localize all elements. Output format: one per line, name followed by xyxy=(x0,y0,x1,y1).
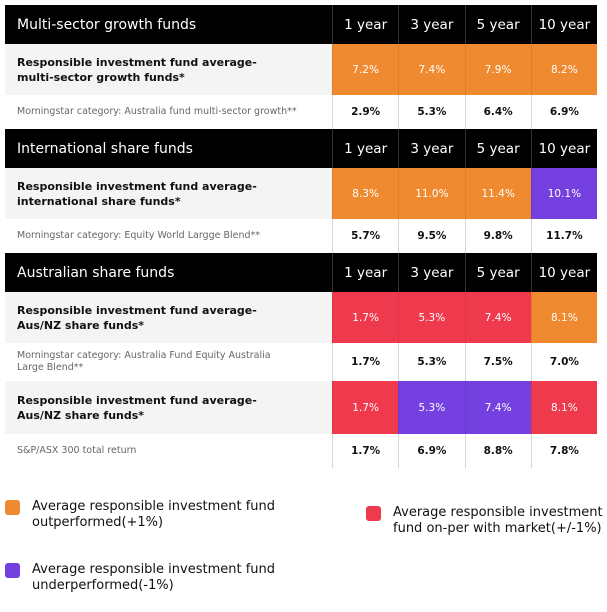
column-header-10-year: 10 year xyxy=(530,253,597,292)
value-cell: 8.3% xyxy=(332,168,399,219)
value-cell: 7.4% xyxy=(464,381,531,434)
legend-item-underperformed: Average responsible investment fund under… xyxy=(5,562,275,594)
column-header-3-year: 3 year xyxy=(398,253,464,292)
value-cell: 8.1% xyxy=(530,381,597,434)
value-cell: 5.3% xyxy=(398,292,465,343)
column-header-3-year: 3 year xyxy=(398,5,464,44)
value-cell: 1.7% xyxy=(332,343,398,381)
value-cell: 11.0% xyxy=(398,168,465,219)
table-row: S&P/ASX 300 total return 1.7% 6.9% 8.8% … xyxy=(5,434,597,468)
value-cell: 7.4% xyxy=(464,292,531,343)
section-header-australian: Australian share funds 1 year 3 year 5 y… xyxy=(5,253,597,292)
value-cell: 7.2% xyxy=(332,44,399,95)
column-header-1-year: 1 year xyxy=(332,253,398,292)
section-header-international: International share funds 1 year 3 year … xyxy=(5,129,597,168)
section-header-multi-sector: Multi-sector growth funds 1 year 3 year … xyxy=(5,5,597,44)
returns-table: Multi-sector growth funds 1 year 3 year … xyxy=(5,5,597,468)
value-cell: 6.9% xyxy=(398,434,464,468)
value-cell: 8.2% xyxy=(530,44,597,95)
value-cell: 9.8% xyxy=(464,219,531,253)
column-header-10-year: 10 year xyxy=(530,5,597,44)
table-row: Responsible investment fund average-mult… xyxy=(5,44,597,95)
section-title: Australian share funds xyxy=(17,264,175,281)
column-header-5-year: 5 year xyxy=(464,5,531,44)
legend-item-on-par: Average responsible investment fund on-pe… xyxy=(366,505,603,537)
red-swatch-icon xyxy=(366,506,381,521)
legend-item-outperformed: Average responsible investment fund outpe… xyxy=(5,499,275,531)
column-header-1-year: 1 year xyxy=(332,5,398,44)
value-cell: 7.5% xyxy=(464,343,531,381)
section-title: Multi-sector growth funds xyxy=(17,16,197,33)
row-label: Responsible investment fund average- Aus/… xyxy=(17,393,257,422)
column-header-5-year: 5 year xyxy=(464,253,531,292)
row-label: Morningstar category: Australia fund mul… xyxy=(17,106,297,117)
value-cell: 8.1% xyxy=(530,292,597,343)
table-row: Morningstar category: Australia fund mul… xyxy=(5,95,597,129)
value-cell: 5.3% xyxy=(398,381,465,434)
value-cell: 6.9% xyxy=(530,95,597,129)
row-label: S&P/ASX 300 total return xyxy=(17,445,137,456)
column-header-5-year: 5 year xyxy=(464,129,531,168)
purple-swatch-icon xyxy=(5,563,20,578)
row-label: Responsible investment fund average- Aus/… xyxy=(17,303,257,332)
table-row: Responsible investment fund average-inte… xyxy=(5,168,597,219)
value-cell: 5.3% xyxy=(398,95,464,129)
table-row: Morningstar category: Australia Fund Equ… xyxy=(5,343,597,381)
section-title: International share funds xyxy=(17,140,193,157)
value-cell: 8.8% xyxy=(464,434,531,468)
value-cell: 11.4% xyxy=(464,168,531,219)
value-cell: 9.5% xyxy=(398,219,464,253)
column-header-3-year: 3 year xyxy=(398,129,464,168)
row-label: Responsible investment fund average-inte… xyxy=(17,179,257,208)
orange-swatch-icon xyxy=(5,500,20,515)
table-row: Morningstar category: Equity World Largg… xyxy=(5,219,597,253)
row-label: Responsible investment fund average-mult… xyxy=(17,55,257,84)
value-cell: 1.7% xyxy=(332,434,398,468)
value-cell: 7.4% xyxy=(398,44,465,95)
value-cell: 5.3% xyxy=(398,343,464,381)
column-header-10-year: 10 year xyxy=(530,129,597,168)
value-cell: 7.0% xyxy=(530,343,597,381)
row-label: Morningstar category: Equity World Largg… xyxy=(17,230,261,241)
value-cell: 7.8% xyxy=(530,434,597,468)
value-cell: 10.1% xyxy=(530,168,597,219)
row-label: Morningstar category: Australia Fund Equ… xyxy=(17,350,271,373)
table-row: Responsible investment fund average- Aus/… xyxy=(5,381,597,434)
table-row: Responsible investment fund average- Aus/… xyxy=(5,292,597,343)
column-header-1-year: 1 year xyxy=(332,129,398,168)
value-cell: 5.7% xyxy=(332,219,398,253)
value-cell: 7.9% xyxy=(464,44,531,95)
value-cell: 2.9% xyxy=(332,95,398,129)
value-cell: 11.7% xyxy=(530,219,597,253)
value-cell: 1.7% xyxy=(332,292,399,343)
value-cell: 6.4% xyxy=(464,95,531,129)
value-cell: 1.7% xyxy=(332,381,399,434)
